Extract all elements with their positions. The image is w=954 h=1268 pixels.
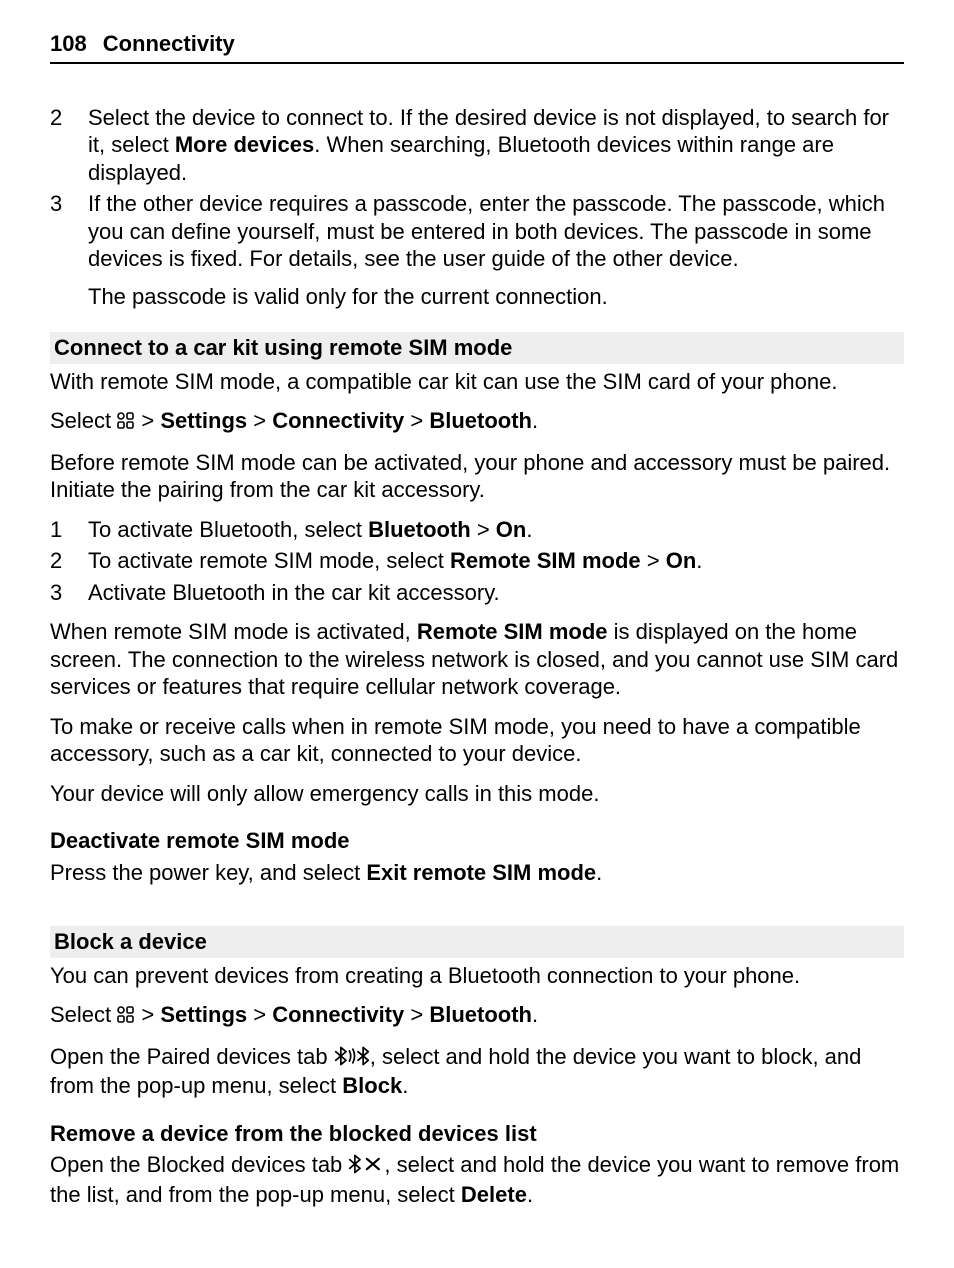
- text-run: Open the Blocked devices tab: [50, 1152, 348, 1177]
- heading-carkit: Connect to a car kit using remote SIM mo…: [50, 332, 904, 364]
- list-item: 2Select the device to connect to. If the…: [50, 104, 904, 187]
- text-run: Select: [50, 1002, 117, 1027]
- carkit-calls: To make or receive calls when in remote …: [50, 713, 904, 768]
- menu-icon: [117, 1003, 135, 1031]
- list-body: If the other device requires a passcode,…: [88, 190, 904, 310]
- text-run: On: [496, 517, 527, 542]
- text-run: Block: [342, 1073, 402, 1098]
- block-intro: You can prevent devices from creating a …: [50, 962, 904, 990]
- bluetooth-blocked-icon: [348, 1153, 384, 1181]
- text-run: Open the Paired devices tab: [50, 1044, 334, 1069]
- text-run: Connectivity: [272, 1002, 404, 1027]
- list-follow: The passcode is valid only for the curre…: [88, 283, 904, 311]
- text-run: To make or receive calls when in remote …: [50, 714, 861, 767]
- text-run: Remote SIM mode: [417, 619, 608, 644]
- text-run: Activate Bluetooth in the car kit access…: [88, 580, 500, 605]
- carkit-emergency: Your device will only allow emergency ca…: [50, 780, 904, 808]
- carkit-pairing: Before remote SIM mode can be activated,…: [50, 449, 904, 504]
- text-run: >: [135, 1002, 160, 1027]
- text-run: .: [696, 548, 702, 573]
- text-run: .: [402, 1073, 408, 1098]
- list-item: 3Activate Bluetooth in the car kit acces…: [50, 579, 904, 607]
- carkit-steps: 1To activate Bluetooth, select Bluetooth…: [50, 516, 904, 607]
- text-run: Before remote SIM mode can be activated,…: [50, 450, 890, 503]
- heading-deactivate: Deactivate remote SIM mode: [50, 827, 904, 855]
- running-header: 108 Connectivity: [50, 30, 904, 64]
- carkit-select-path: Select > Settings > Connectivity > Bluet…: [50, 407, 904, 437]
- text-run: Settings: [160, 1002, 247, 1027]
- text-run: The passcode is valid only for the curre…: [88, 284, 608, 309]
- text-run: >: [471, 517, 496, 542]
- carkit-activated: When remote SIM mode is activated, Remot…: [50, 618, 904, 701]
- carkit-intro: With remote SIM mode, a compatible car k…: [50, 368, 904, 396]
- text-run: Your device will only allow emergency ca…: [50, 781, 599, 806]
- text-run: Press the power key, and select: [50, 860, 366, 885]
- text-run: To activate Bluetooth, select: [88, 517, 368, 542]
- list-number: 3: [50, 190, 88, 218]
- text-run: More devices: [175, 132, 314, 157]
- text-run: Bluetooth: [429, 408, 532, 433]
- text-run: Connectivity: [272, 408, 404, 433]
- text-run: >: [404, 1002, 429, 1027]
- text-run: With remote SIM mode, a compatible car k…: [50, 369, 837, 394]
- text-run: >: [404, 408, 429, 433]
- list-body: To activate remote SIM mode, select Remo…: [88, 547, 904, 575]
- page-number: 108: [50, 31, 87, 56]
- text-run: On: [666, 548, 697, 573]
- block-blocked-tab: Open the Blocked devices tab , select an…: [50, 1151, 904, 1208]
- list-number: 3: [50, 579, 88, 607]
- text-run: Exit remote SIM mode: [366, 860, 596, 885]
- text-run: Bluetooth: [429, 1002, 532, 1027]
- text-run: >: [641, 548, 666, 573]
- text-run: .: [532, 408, 538, 433]
- deactivate-text: Press the power key, and select Exit rem…: [50, 859, 904, 887]
- list-number: 2: [50, 104, 88, 132]
- list-number: 2: [50, 547, 88, 575]
- list-body: Activate Bluetooth in the car kit access…: [88, 579, 904, 607]
- menu-icon: [117, 409, 135, 437]
- text-run: Bluetooth: [368, 517, 471, 542]
- block-paired-tab: Open the Paired devices tab , select and…: [50, 1043, 904, 1100]
- bluetooth-paired-icon: [334, 1045, 370, 1073]
- text-run: Settings: [160, 408, 247, 433]
- text-run: Remote SIM mode: [450, 548, 641, 573]
- text-run: Delete: [461, 1182, 527, 1207]
- text-run: .: [526, 517, 532, 542]
- block-select-path: Select > Settings > Connectivity > Bluet…: [50, 1001, 904, 1031]
- heading-remove-blocked: Remove a device from the blocked devices…: [50, 1120, 904, 1148]
- list-body: To activate Bluetooth, select Bluetooth …: [88, 516, 904, 544]
- text-run: .: [596, 860, 602, 885]
- text-run: To activate remote SIM mode, select: [88, 548, 450, 573]
- section-title: Connectivity: [103, 31, 235, 56]
- heading-block: Block a device: [50, 926, 904, 958]
- text-run: When remote SIM mode is activated,: [50, 619, 417, 644]
- text-run: You can prevent devices from creating a …: [50, 963, 800, 988]
- intro-steps: 2Select the device to connect to. If the…: [50, 104, 904, 311]
- text-run: If the other device requires a passcode,…: [88, 191, 885, 271]
- list-item: 2To activate remote SIM mode, select Rem…: [50, 547, 904, 575]
- text-run: >: [247, 408, 272, 433]
- list-item: 3If the other device requires a passcode…: [50, 190, 904, 310]
- list-number: 1: [50, 516, 88, 544]
- list-body: Select the device to connect to. If the …: [88, 104, 904, 187]
- text-run: .: [527, 1182, 533, 1207]
- text-run: Select: [50, 408, 117, 433]
- text-run: >: [247, 1002, 272, 1027]
- text-run: >: [135, 408, 160, 433]
- text-run: .: [532, 1002, 538, 1027]
- manual-page: 108Connectivity 2Select the device to co…: [0, 0, 954, 1268]
- list-item: 1To activate Bluetooth, select Bluetooth…: [50, 516, 904, 544]
